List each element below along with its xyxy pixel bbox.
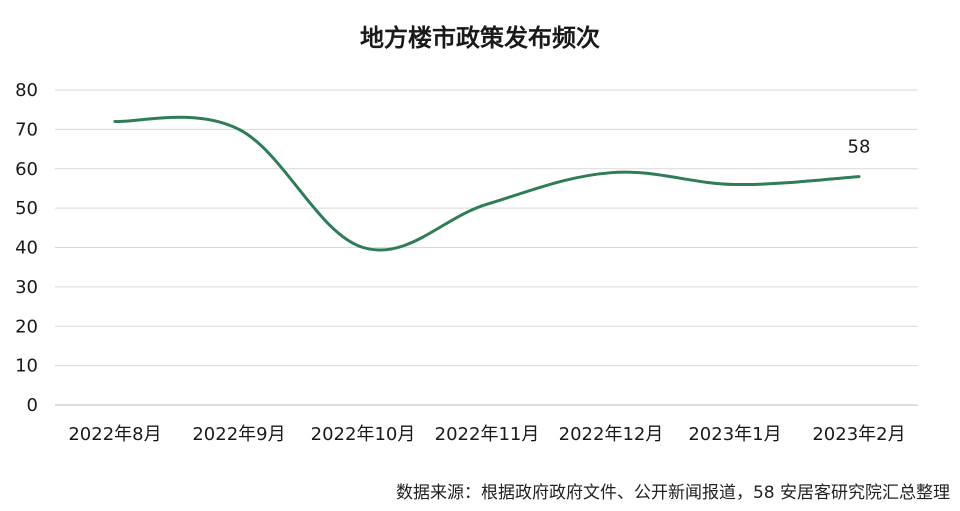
x-tick-label: 2023年2月 [812,424,905,445]
x-tick-label: 2022年10月 [311,424,416,445]
y-tick-label: 50 [15,198,38,219]
y-tick-label: 10 [15,356,38,377]
y-tick-label: 20 [15,316,38,337]
x-tick-label: 2022年12月 [559,424,664,445]
y-tick-label: 0 [27,395,38,416]
series-line [113,115,861,252]
y-tick-label: 40 [15,238,38,259]
data-label: 58 [848,137,871,158]
x-tick-label: 2022年9月 [192,424,285,445]
y-tick-label: 60 [15,159,38,180]
chart-title: 地方楼市政策发布频次 [360,24,600,52]
y-tick-label: 80 [15,80,38,101]
source-note: 数据来源：根据政府政府文件、公开新闻报道，58 安居客研究院汇总整理 [395,483,950,503]
y-tick-label: 30 [15,277,38,298]
x-tick-label: 2022年11月 [435,424,540,445]
x-tick-label: 2022年8月 [68,424,161,445]
y-tick-label: 70 [15,119,38,140]
x-tick-label: 2023年1月 [688,424,781,445]
